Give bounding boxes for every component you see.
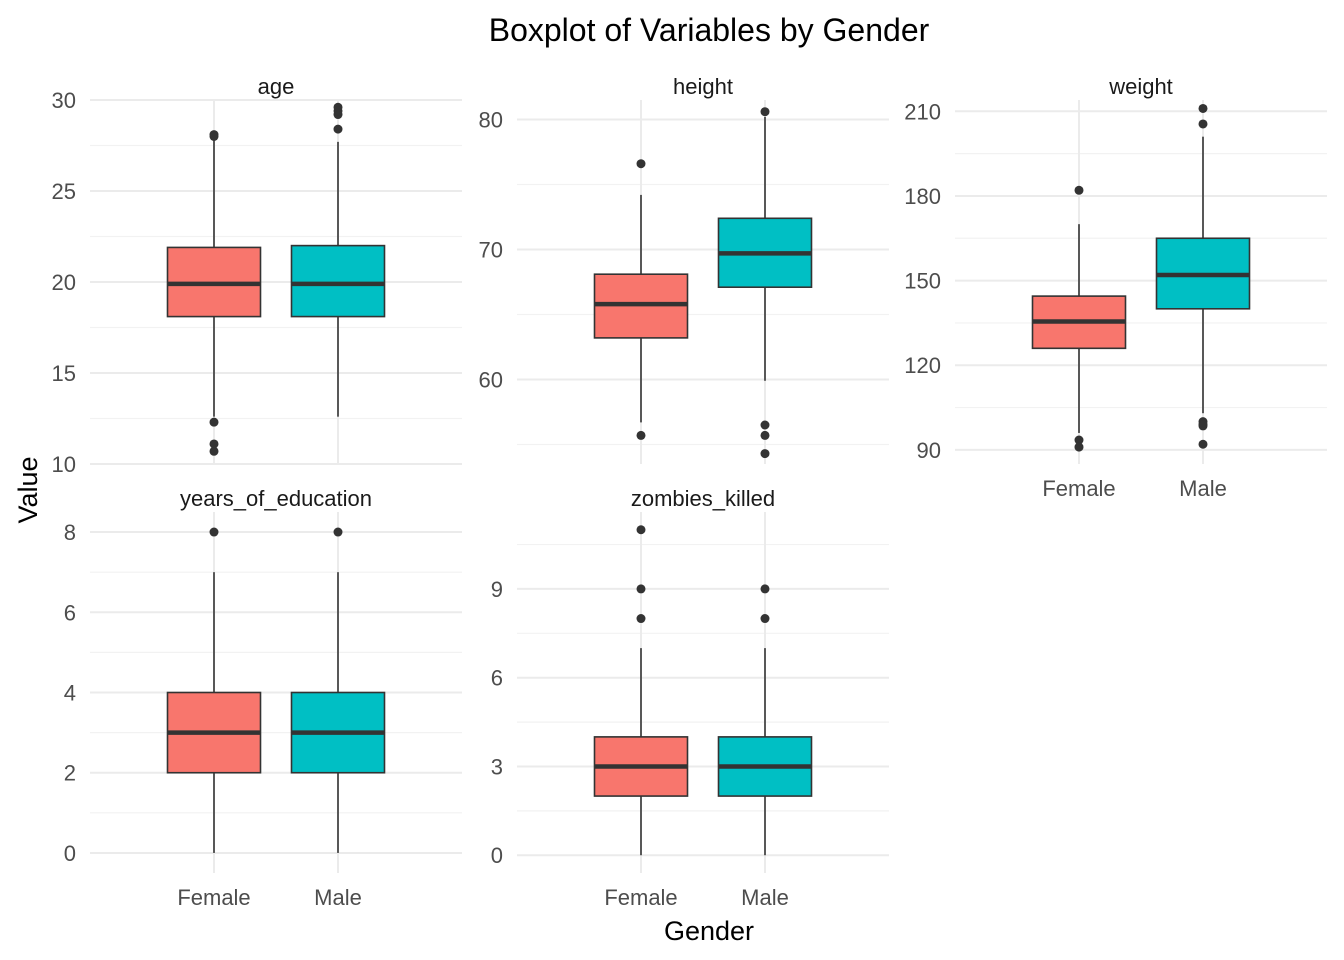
- y-tick-label: 180: [904, 184, 941, 209]
- outlier-point: [636, 430, 646, 440]
- box-female: [593, 159, 689, 440]
- y-tick-label: 0: [491, 843, 503, 868]
- x-tick-label: Male: [741, 885, 789, 910]
- chart-title: Boxplot of Variables by Gender: [489, 12, 930, 48]
- outlier-point: [1198, 439, 1208, 449]
- outlier-point: [333, 124, 343, 134]
- outlier-point: [1074, 442, 1084, 452]
- outlier-point: [209, 527, 219, 537]
- box-female: [1031, 185, 1127, 452]
- y-tick-label: 30: [52, 88, 76, 113]
- outlier-point: [636, 525, 646, 535]
- y-tick-label: 90: [917, 438, 941, 463]
- y-tick-label: 80: [479, 108, 503, 133]
- strip-label: height: [673, 74, 733, 99]
- y-tick-label: 120: [904, 353, 941, 378]
- box-male: [717, 107, 813, 459]
- strip-label: age: [258, 74, 295, 99]
- x-axis-title: Gender: [664, 916, 754, 946]
- box-male: [717, 584, 813, 856]
- outlier-point: [333, 527, 343, 537]
- strip-label: zombies_killed: [631, 486, 775, 511]
- box-male: [290, 102, 386, 417]
- outlier-point: [636, 614, 646, 624]
- outlier-point: [209, 130, 219, 140]
- outlier-point: [1198, 421, 1208, 431]
- x-tick-label: Female: [177, 885, 250, 910]
- x-tick-label: Male: [314, 885, 362, 910]
- outlier-point: [636, 584, 646, 594]
- y-tick-label: 10: [52, 452, 76, 477]
- box-female: [593, 525, 689, 856]
- facet-panels: age1015202530height607080weight901201501…: [52, 74, 1327, 910]
- y-tick-label: 0: [64, 841, 76, 866]
- y-tick-label: 9: [491, 577, 503, 602]
- outlier-point: [760, 430, 770, 440]
- panel-age: age 10 15 20 25 30: [52, 74, 462, 477]
- outlier-point: [209, 417, 219, 427]
- panel-weight: weight 90 120 150 180 210 Female Male: [904, 74, 1327, 501]
- outlier-point: [1198, 119, 1208, 129]
- y-tick-label: 20: [52, 270, 76, 295]
- y-tick-label: 25: [52, 179, 76, 204]
- y-tick-label: 15: [52, 361, 76, 386]
- y-tick-label: 8: [64, 520, 76, 545]
- outlier-point: [209, 446, 219, 456]
- panel-years-of-education: years_of_education 0 2 4 6 8 Female Male: [64, 486, 462, 910]
- outlier-point: [333, 102, 343, 112]
- outlier-point: [636, 159, 646, 169]
- outlier-point: [1074, 185, 1084, 195]
- box-male: [290, 527, 386, 853]
- strip-label: years_of_education: [180, 486, 372, 511]
- strip-label: weight: [1108, 74, 1173, 99]
- y-tick-label: 4: [64, 681, 76, 706]
- y-tick-label: 60: [479, 368, 503, 393]
- outlier-point: [760, 449, 770, 459]
- outlier-point: [760, 107, 770, 117]
- panel-height: height 60 70 80: [479, 74, 889, 464]
- box-male: [1155, 103, 1251, 449]
- y-tick-label: 210: [904, 99, 941, 124]
- y-tick-label: 2: [64, 761, 76, 786]
- y-tick-label: 70: [479, 238, 503, 263]
- y-tick-label: 6: [64, 600, 76, 625]
- iqr-box: [290, 244, 386, 318]
- outlier-point: [760, 420, 770, 430]
- x-tick-label: Female: [604, 885, 677, 910]
- y-tick-label: 6: [491, 666, 503, 691]
- y-axis-title: Value: [13, 456, 43, 523]
- x-tick-label: Male: [1179, 476, 1227, 501]
- box-female: [166, 527, 262, 853]
- panel-zombies-killed: zombies_killed 0 3 6 9 Female Male: [491, 486, 889, 910]
- x-tick-label: Female: [1042, 476, 1115, 501]
- outlier-point: [1198, 103, 1208, 113]
- outlier-point: [760, 614, 770, 624]
- outlier-point: [760, 584, 770, 594]
- outlier-point: [1074, 435, 1084, 445]
- outlier-point: [209, 439, 219, 449]
- y-tick-label: 150: [904, 269, 941, 294]
- box-female: [166, 130, 262, 456]
- y-tick-label: 3: [491, 754, 503, 779]
